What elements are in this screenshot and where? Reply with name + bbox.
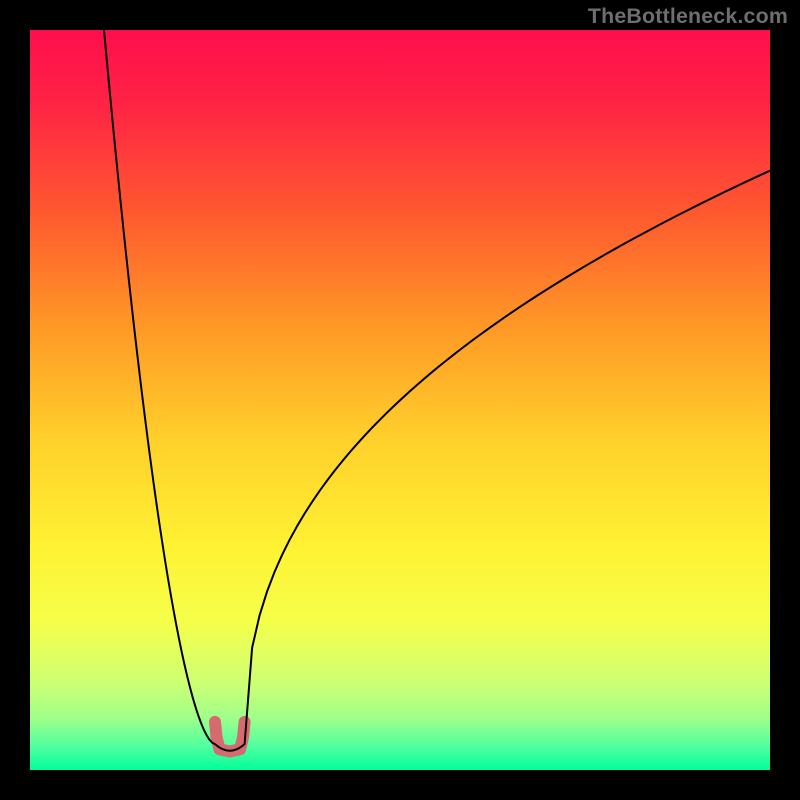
bottleneck-chart: TheBottleneck.com (0, 0, 800, 800)
watermark-text: TheBottleneck.com (588, 4, 788, 28)
watermark-link[interactable]: TheBottleneck.com (588, 4, 788, 29)
chart-svg (0, 0, 800, 800)
